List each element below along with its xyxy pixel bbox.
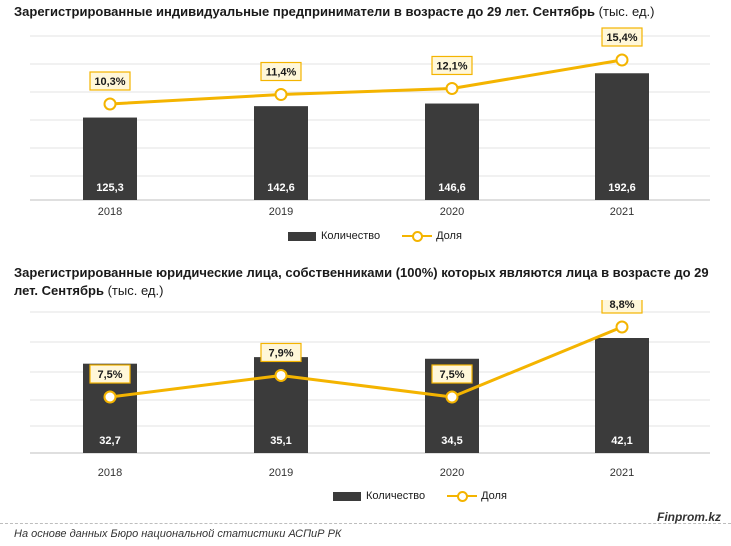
x-tick-label: 2021	[610, 467, 634, 479]
share-value-badge: 8,8%	[601, 300, 643, 314]
bar-2018	[83, 117, 137, 200]
share-point	[274, 368, 288, 382]
legend-bar-swatch	[288, 231, 316, 241]
chart-1-legend: Количество Доля	[288, 230, 462, 242]
share-line	[109, 325, 623, 399]
bar-2021	[595, 73, 649, 200]
legend-line-swatch	[402, 231, 433, 242]
bar-value-label: 34,5	[441, 435, 462, 447]
chart-1-title-main: Зарегистрированные индивидуальные предпр…	[14, 4, 596, 19]
share-value-badge: 7,5%	[431, 364, 473, 384]
bar-2020	[425, 103, 479, 200]
legend-line-label: Доля	[481, 490, 507, 502]
legend-line-swatch	[447, 491, 478, 502]
legend-bar-label: Количество	[366, 490, 426, 502]
share-value-label: 7,9%	[268, 347, 293, 359]
x-tick-label: 2018	[98, 206, 122, 218]
share-value-badge: 7,5%	[89, 364, 131, 384]
x-tick-label: 2019	[269, 206, 293, 218]
chart-1-plot: 125,3 142,6 146,6 192,6 2018 2019 2020 2021 10,3…	[30, 27, 710, 218]
share-value-label: 7,5%	[97, 369, 122, 381]
share-point	[615, 320, 629, 334]
share-value-badge: 15,4%	[601, 27, 643, 47]
share-value-badge: 11,4%	[260, 61, 302, 82]
bar-value-label: 42,1	[611, 435, 632, 447]
bar-value-label: 32,7	[99, 435, 120, 447]
share-value-badge: 7,9%	[260, 342, 302, 363]
share-badge-box	[601, 300, 643, 314]
bar-value-label: 192,6	[608, 182, 636, 194]
legend-bar-label: Количество	[321, 230, 381, 242]
x-tick-label: 2020	[440, 467, 464, 479]
bar-2019	[254, 106, 308, 200]
share-point	[445, 81, 459, 95]
share-point	[615, 53, 629, 67]
share-badge-box	[260, 342, 302, 363]
share-point	[445, 390, 459, 404]
chart-2-title: Зарегистрированные юридические лица, соб…	[14, 264, 719, 300]
legend-bar-swatch	[333, 491, 361, 501]
share-point	[103, 390, 117, 404]
x-tick-label: 2020	[440, 206, 464, 218]
x-tick-label: 2019	[269, 467, 293, 479]
share-badge-box	[260, 61, 302, 82]
bar-2021	[595, 338, 649, 453]
chart-2-title-unit: (тыс. ед.)	[103, 283, 164, 298]
bar-value-label: 125,3	[96, 182, 124, 194]
chart-2-plot: 32,7 35,1 34,5 42,1 2018 2019 2020 2021 7,5% 7,9%…	[30, 300, 710, 479]
share-point	[274, 88, 288, 102]
share-value-label: 10,3%	[94, 76, 125, 88]
brand-logo: Finprom.kz	[656, 510, 721, 524]
footer-divider	[0, 523, 731, 525]
bar-value-label: 35,1	[270, 435, 291, 447]
share-value-label: 12,1%	[436, 60, 467, 72]
source-note: На основе данных Бюро национальной стати…	[14, 528, 342, 540]
share-badge-box	[431, 55, 473, 76]
share-badge-box	[89, 364, 131, 384]
bar-value-label: 146,6	[438, 182, 466, 194]
share-value-badge: 10,3%	[89, 71, 131, 91]
x-tick-label: 2018	[98, 467, 122, 479]
chart-1-title: Зарегистрированные индивидуальные предпр…	[14, 3, 719, 21]
chart-2-legend: Количество Доля	[333, 490, 507, 502]
share-value-badge: 12,1%	[431, 55, 473, 76]
chart-1-title-unit: (тыс. ед.)	[595, 4, 655, 19]
share-value-label: 7,5%	[439, 369, 464, 381]
share-value-label: 8,8%	[609, 300, 634, 311]
share-badge-box	[89, 71, 131, 91]
share-value-label: 15,4%	[606, 32, 637, 44]
bar-value-label: 142,6	[267, 182, 295, 194]
legend-line-label: Доля	[436, 230, 462, 242]
share-point	[103, 97, 117, 111]
chart-2-title-main: Зарегистрированные юридические лица, соб…	[14, 265, 709, 298]
share-line	[109, 58, 623, 106]
share-badge-box	[431, 364, 473, 384]
share-badge-box	[601, 27, 643, 47]
x-tick-label: 2021	[610, 206, 634, 218]
share-value-label: 11,4%	[266, 67, 297, 79]
